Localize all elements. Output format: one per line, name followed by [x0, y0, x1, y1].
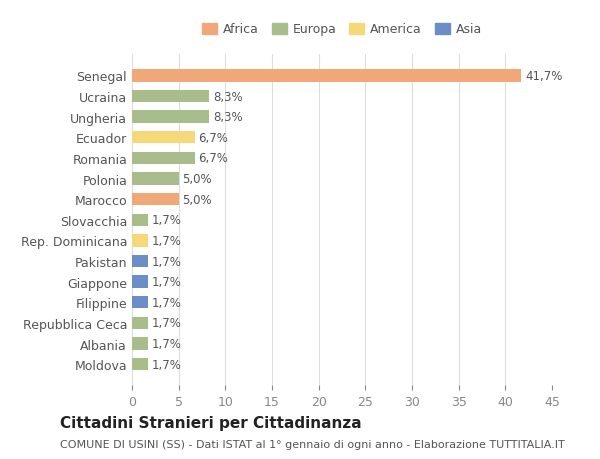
Bar	[132, 152, 194, 165]
Bar	[132, 317, 148, 330]
Text: COMUNE DI USINI (SS) - Dati ISTAT al 1° gennaio di ogni anno - Elaborazione TUTT: COMUNE DI USINI (SS) - Dati ISTAT al 1° …	[60, 440, 565, 449]
Bar	[132, 338, 148, 350]
Bar	[132, 111, 209, 123]
Text: 6,7%: 6,7%	[198, 152, 228, 165]
Bar	[132, 214, 148, 226]
Text: 1,7%: 1,7%	[152, 255, 181, 268]
Text: 5,0%: 5,0%	[182, 193, 212, 206]
Text: 1,7%: 1,7%	[152, 337, 181, 350]
Text: 1,7%: 1,7%	[152, 317, 181, 330]
Text: 1,7%: 1,7%	[152, 275, 181, 289]
Text: 8,3%: 8,3%	[213, 111, 243, 124]
Text: 1,7%: 1,7%	[152, 296, 181, 309]
Text: 1,7%: 1,7%	[152, 358, 181, 371]
Bar	[132, 358, 148, 370]
Text: 1,7%: 1,7%	[152, 214, 181, 227]
Text: Cittadini Stranieri per Cittadinanza: Cittadini Stranieri per Cittadinanza	[60, 415, 362, 430]
Bar	[132, 194, 179, 206]
Bar	[132, 297, 148, 309]
Text: 41,7%: 41,7%	[525, 70, 562, 83]
Bar	[132, 235, 148, 247]
Bar	[132, 255, 148, 268]
Bar	[132, 173, 179, 185]
Text: 5,0%: 5,0%	[182, 173, 212, 185]
Text: 6,7%: 6,7%	[198, 132, 228, 145]
Text: 8,3%: 8,3%	[213, 90, 243, 103]
Bar	[132, 276, 148, 288]
Text: 1,7%: 1,7%	[152, 235, 181, 247]
Bar	[132, 91, 209, 103]
Legend: Africa, Europa, America, Asia: Africa, Europa, America, Asia	[197, 18, 487, 41]
Bar	[132, 70, 521, 83]
Bar	[132, 132, 194, 144]
